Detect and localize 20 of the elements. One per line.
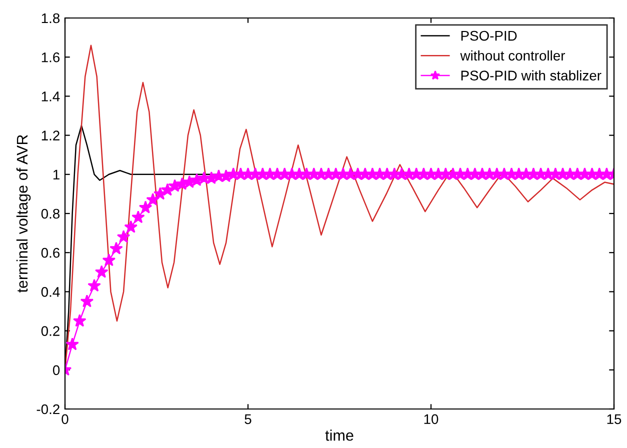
x-tick-label: 5 [244,414,252,424]
y-tick-label: 0.4 [41,287,60,297]
y-tick-label: -0.2 [36,404,60,414]
x-tick-label: 0 [62,414,68,424]
y-axis-title: terminal voltage of AVR [16,134,31,293]
y-tick-label: 1.2 [42,130,60,140]
y-tick-label: 0 [52,365,60,376]
y-tick-label: 1.6 [42,52,60,62]
y-tick-label: 0.6 [41,248,60,258]
x-tick-label: 15 [607,414,622,424]
y-tick-label: 0.2 [41,326,60,336]
x-axis-title: time [325,430,354,441]
y-tick-label: 0.8 [41,208,60,219]
y-tick-label: 1 [53,170,60,180]
legend-label: PSO-PID [461,30,517,41]
y-tick-label: 1.4 [42,92,60,102]
legend-label: without controller [460,50,566,61]
legend-label: PSO-PID with stablizer [461,70,602,80]
x-tick-label: 10 [424,414,438,424]
y-tick-label: 1.8 [42,13,60,24]
